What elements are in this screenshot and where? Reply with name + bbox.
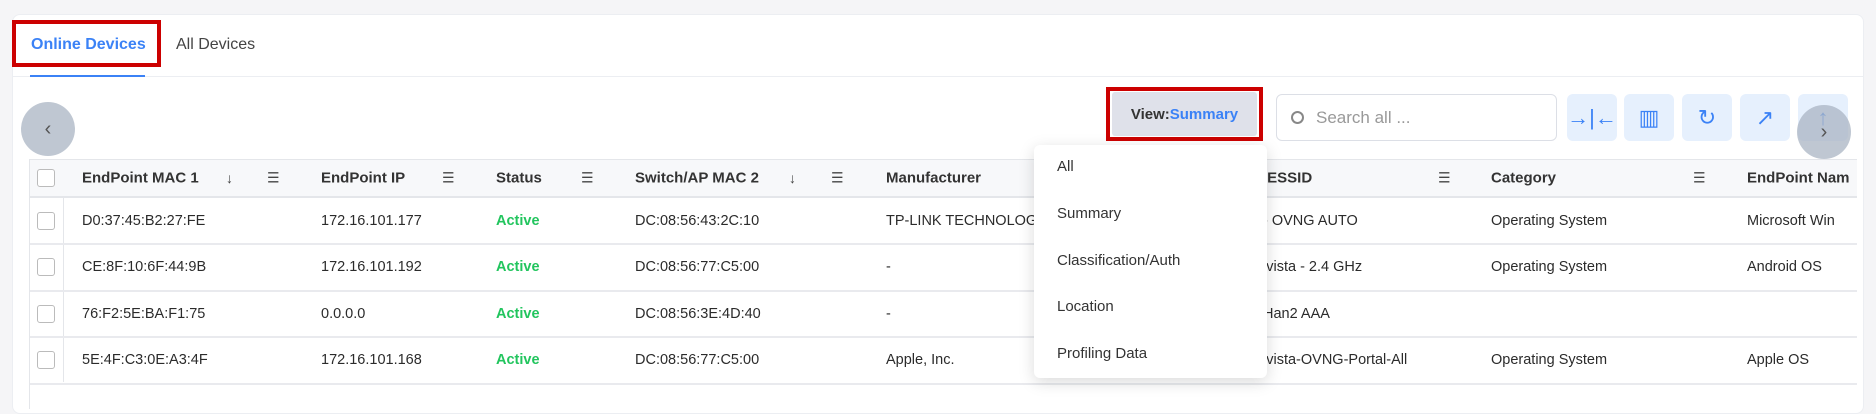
header-endpoint-ip[interactable]: EndPoint IP	[321, 169, 406, 187]
search-placeholder: Search all ...	[1316, 107, 1411, 127]
view-selector-button[interactable]: View: Summary	[1112, 92, 1257, 136]
view-value: Summary	[1169, 105, 1239, 123]
cell-manufacturer: -	[886, 259, 891, 275]
header-manufacturer[interactable]: Manufacturer	[886, 169, 982, 187]
menu-item-classification-auth[interactable]: Classification/Auth	[1057, 252, 1181, 269]
cell-essid: Han2 AAA	[1263, 305, 1330, 322]
sort-down-icon[interactable]: ↓	[789, 170, 796, 186]
view-label: View:	[1130, 105, 1170, 123]
devices-card	[12, 14, 1864, 414]
cell-endpoint-ip: 172.16.101.192	[321, 259, 422, 275]
header-essid[interactable]: /ESSID	[1263, 169, 1313, 187]
highlight-box	[1106, 87, 1263, 141]
refresh-button[interactable]: ↻	[1682, 94, 1732, 141]
highlight-box	[12, 20, 161, 67]
cell-endpoint-name: Apple OS	[1747, 352, 1810, 368]
menu-item-all[interactable]: All	[1057, 158, 1074, 175]
column-layout-icon: ▥	[1638, 104, 1660, 130]
row-checkbox[interactable]	[37, 304, 55, 323]
cell-category: Operating System	[1491, 352, 1608, 368]
collapse-columns-icon: →|←	[1567, 104, 1617, 130]
cell-endpoint-mac: D0:37:45:B2:27:FE	[82, 212, 206, 229]
filter-icon[interactable]: ☰	[1693, 169, 1706, 186]
column-layout-button[interactable]: ▥	[1624, 94, 1674, 141]
cell-status: Active	[496, 212, 540, 229]
tab-online-devices[interactable]: Online Devices	[31, 36, 146, 53]
cell-status: Active	[496, 352, 540, 368]
refresh-icon: ↻	[1697, 104, 1717, 130]
cell-endpoint-name: Microsoft Win	[1747, 212, 1835, 229]
select-all-checkbox[interactable]	[37, 169, 55, 187]
cell-manufacturer: Apple, Inc.	[886, 352, 955, 368]
cell-essid: ivista-OVNG-Portal-All	[1263, 352, 1408, 368]
export-button[interactable]: ↗	[1740, 94, 1790, 141]
filter-icon[interactable]: ☰	[267, 169, 280, 186]
collapse-columns-button[interactable]: →|←	[1567, 94, 1617, 141]
filter-icon[interactable]: ☰	[831, 169, 844, 186]
cell-endpoint-ip: 0.0.0.0	[321, 305, 366, 322]
table-row[interactable]: D0:37:45:B2:27:FE 172.16.101.177 Active DC:…	[30, 198, 1857, 245]
devices-table: EndPoint MAC 1 ↓ ☰ EndPoint IP ☰ Status …	[29, 159, 1857, 409]
row-checkbox[interactable]	[37, 211, 55, 230]
search-icon	[1291, 111, 1304, 124]
scroll-right-button[interactable]: ›	[1797, 105, 1851, 159]
table-row[interactable]: 5E:4F:C3:0E:A3:4F 172.16.101.168 Active DC:…	[30, 338, 1857, 385]
header-switch-ap-mac[interactable]: Switch/AP MAC 2	[635, 169, 759, 187]
table-header: EndPoint MAC 1 ↓ ☰ EndPoint IP ☰ Status …	[30, 160, 1857, 198]
table-row[interactable]: 76:F2:5E:BA:F1:75 0.0.0.0 Active DC:08:56:3…	[30, 291, 1857, 338]
cell-endpoint-ip: 172.16.101.168	[321, 352, 422, 368]
chevron-right-icon: ›	[1820, 120, 1828, 143]
filter-icon[interactable]: ☰	[1438, 169, 1451, 186]
menu-item-profiling-data[interactable]: Profiling Data	[1057, 345, 1148, 362]
cell-endpoint-mac: 5E:4F:C3:0E:A3:4F	[82, 352, 208, 368]
cell-switch-ap-mac: DC:08:56:3E:4D:40	[635, 305, 761, 322]
tab-all-devices[interactable]: All Devices	[176, 36, 256, 53]
cell-manufacturer: TP-LINK TECHNOLOG	[886, 212, 1038, 229]
row-checkbox[interactable]	[37, 258, 55, 276]
cell-endpoint-name: Android OS	[1747, 259, 1822, 275]
header-endpoint-name[interactable]: EndPoint Nam	[1747, 169, 1850, 187]
filter-icon[interactable]: ☰	[581, 169, 594, 186]
cell-switch-ap-mac: DC:08:56:43:2C:10	[635, 212, 760, 229]
filter-icon[interactable]: ☰	[442, 169, 455, 186]
search-input[interactable]: Search all ...	[1276, 94, 1557, 141]
header-status[interactable]: Status	[496, 169, 542, 187]
menu-item-summary[interactable]: Summary	[1057, 205, 1122, 222]
row-checkbox[interactable]	[37, 351, 55, 369]
export-icon: ↗	[1755, 104, 1775, 130]
cell-category: Operating System	[1491, 212, 1608, 229]
cell-manufacturer: -	[886, 305, 891, 322]
cell-essid: - OVNG AUTO	[1263, 212, 1358, 229]
view-dropdown-menu: All Summary Classification/Auth Location…	[1034, 145, 1267, 378]
cell-essid: ivista - 2.4 GHz	[1263, 259, 1363, 275]
menu-item-location[interactable]: Location	[1057, 298, 1114, 315]
cell-endpoint-ip: 172.16.101.177	[321, 212, 422, 229]
column-divider	[63, 160, 64, 382]
cell-status: Active	[496, 259, 540, 275]
chevron-left-icon: ‹	[44, 117, 52, 140]
active-tab-indicator	[30, 75, 145, 77]
header-category[interactable]: Category	[1491, 169, 1557, 187]
cell-category: Operating System	[1491, 259, 1608, 275]
cell-endpoint-mac: 76:F2:5E:BA:F1:75	[82, 305, 206, 322]
sort-down-icon[interactable]: ↓	[226, 170, 233, 186]
cell-switch-ap-mac: DC:08:56:77:C5:00	[635, 259, 760, 275]
table-row[interactable]: CE:8F:10:6F:44:9B 172.16.101.192 Active DC:…	[30, 245, 1857, 292]
cell-endpoint-mac: CE:8F:10:6F:44:9B	[82, 259, 207, 275]
scroll-left-button[interactable]: ‹	[21, 102, 75, 156]
tab-divider	[12, 76, 1864, 77]
header-endpoint-mac[interactable]: EndPoint MAC 1	[82, 169, 199, 187]
cell-switch-ap-mac: DC:08:56:77:C5:00	[635, 352, 760, 368]
cell-status: Active	[496, 305, 540, 322]
